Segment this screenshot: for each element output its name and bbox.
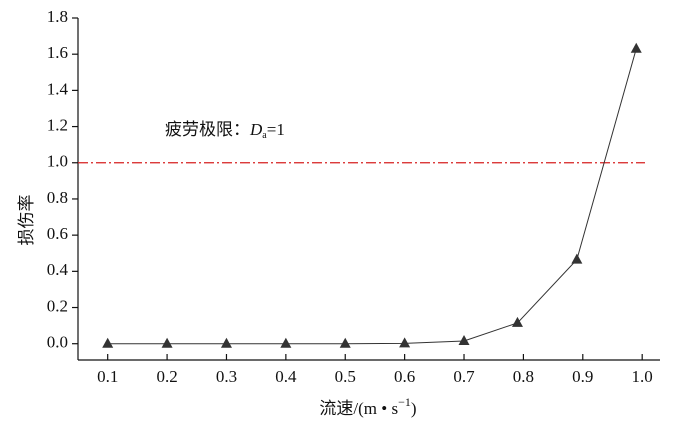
y-tick-label: 1.0	[47, 152, 68, 171]
x-tick-label: 0.8	[513, 367, 534, 386]
x-tick-label: 0.3	[216, 367, 237, 386]
x-tick-label: 0.5	[335, 367, 356, 386]
x-tick-label: 1.0	[632, 367, 653, 386]
marker	[102, 337, 114, 348]
annotation-value: 1	[276, 120, 285, 139]
y-tick-label: 1.2	[47, 115, 68, 134]
data-line	[107, 48, 637, 345]
x-tick-label: 0.6	[394, 367, 415, 386]
x-axis-label-end: )	[411, 399, 417, 418]
y-tick-label: 1.8	[47, 7, 68, 26]
annotation-symbol: D	[249, 120, 263, 139]
annotation: 疲劳极限：Da=1	[165, 120, 285, 141]
x-tick-label: 0.4	[275, 367, 297, 386]
x-axis-label-sup: −1	[398, 395, 411, 409]
y-tick-label: 0.0	[47, 333, 68, 352]
marker	[511, 316, 523, 327]
marker	[280, 337, 292, 348]
y-tick-label: 0.8	[47, 188, 68, 207]
marker	[630, 42, 642, 53]
marker	[220, 337, 232, 348]
y-tick-label: 0.6	[47, 224, 68, 243]
y-axis-label: 损伤率	[17, 195, 36, 246]
marker	[339, 337, 351, 348]
annotation-text: 疲劳极限：	[165, 120, 250, 139]
x-tick-label: 0.7	[453, 367, 475, 386]
x-tick-label: 0.2	[156, 367, 177, 386]
y-tick-label: 1.6	[47, 43, 68, 62]
marker	[571, 253, 583, 264]
annotation-subscript: a	[262, 130, 267, 141]
y-tick-label: 0.2	[47, 296, 68, 315]
marker	[399, 337, 411, 348]
x-axis-label: 流速/(m • s−1)	[319, 395, 416, 418]
x-tick-label: 0.9	[572, 367, 593, 386]
marker	[161, 337, 173, 348]
y-tick-label: 0.4	[47, 260, 69, 279]
annotation-equals: =	[267, 120, 277, 139]
marker	[458, 335, 470, 345]
x-tick-label: 0.1	[97, 367, 118, 386]
y-tick-label: 1.4	[47, 79, 69, 98]
x-axis-label-main: 流速/(m • s	[319, 399, 398, 418]
